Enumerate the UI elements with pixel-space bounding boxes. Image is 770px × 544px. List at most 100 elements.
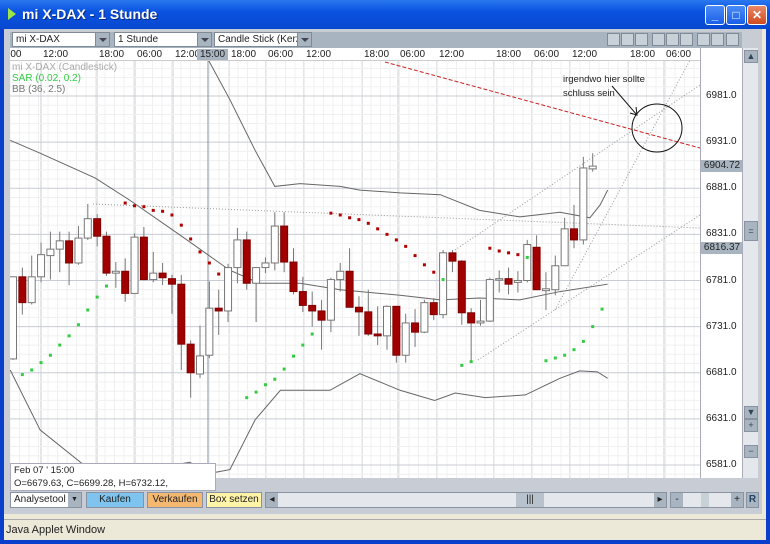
- arrow-line: [611, 85, 638, 116]
- candle-down: [167, 278, 176, 285]
- candle-up: [46, 248, 55, 257]
- price-tick-label: 6831.0: [706, 228, 737, 240]
- symbol-value: mi X-DAX: [16, 34, 60, 45]
- analysetool-select[interactable]: Analysetool ▼: [10, 492, 82, 508]
- candle-up: [523, 244, 532, 282]
- sar-dot: [422, 263, 426, 267]
- scroll-right-button[interactable]: ▸: [654, 493, 666, 507]
- detach-window-icon[interactable]: [726, 33, 739, 46]
- vertical-scrollbar[interactable]: ▲ = ▼ + −: [742, 48, 758, 478]
- bollinger-middle-band: [10, 139, 608, 301]
- chevron-down-icon[interactable]: [197, 33, 211, 46]
- time-tick-label: 12:00: [439, 49, 465, 60]
- bottom-toolbar: Analysetool ▼ Kaufen Verkaufen Box setzen…: [10, 492, 760, 509]
- candle-down: [139, 236, 148, 281]
- grid-3-icon[interactable]: [680, 33, 693, 46]
- candle-up: [37, 254, 46, 278]
- candle-up: [541, 288, 550, 292]
- legend-sar: SAR (0.02, 0.2): [12, 73, 81, 84]
- chart-type-select[interactable]: Candle Stick (Kerze: [214, 32, 312, 47]
- reset-button[interactable]: R: [746, 492, 759, 508]
- zoom-in-button[interactable]: +: [731, 493, 743, 507]
- chevron-down-icon[interactable]: ▼: [68, 493, 81, 507]
- sar-dot: [310, 332, 314, 336]
- sar-dot: [432, 270, 436, 274]
- draw-line-icon[interactable]: [607, 33, 620, 46]
- candle-down: [317, 310, 326, 321]
- buy-button[interactable]: Kaufen: [86, 492, 144, 508]
- sar-dot: [133, 204, 137, 208]
- candle-up: [420, 302, 429, 333]
- info-date: Feb 07 ' 15:00: [14, 465, 75, 476]
- sar-dot: [39, 361, 43, 365]
- candle-up: [270, 225, 279, 264]
- sar-dot: [469, 360, 473, 364]
- zoom-slider[interactable]: - +: [670, 492, 744, 508]
- candle-up: [560, 228, 569, 267]
- sar-dot: [376, 227, 380, 231]
- sar-dot: [86, 308, 90, 312]
- sar-dot: [357, 218, 361, 222]
- sar-dot: [273, 377, 277, 381]
- chart-type-value: Candle Stick (Kerze: [218, 34, 307, 45]
- time-tick-label: 18:00: [99, 49, 125, 60]
- sar-dot: [553, 356, 557, 360]
- bollinger-upper-band: [208, 61, 609, 219]
- sar-dot: [366, 221, 370, 225]
- scroll-thumb[interactable]: =: [744, 221, 758, 241]
- candle-up: [252, 267, 261, 284]
- minimize-button[interactable]: _: [705, 5, 725, 25]
- close-button[interactable]: ✕: [747, 5, 767, 25]
- scroll-thumb-horizontal[interactable]: |||: [516, 493, 544, 507]
- sar-dot: [170, 213, 174, 217]
- chart-area[interactable]: mi X-DAX (Candlestick) SAR (0.02, 0.2) B…: [10, 61, 700, 478]
- sar-dot: [20, 373, 24, 377]
- sar-dot: [460, 363, 464, 367]
- sar-dot: [497, 249, 501, 253]
- theme-light-icon[interactable]: [697, 33, 710, 46]
- zoom-out-vertical-button[interactable]: −: [744, 445, 758, 458]
- fibonacci-icon[interactable]: [635, 33, 648, 46]
- candle-up: [401, 322, 410, 356]
- fan-line: [477, 214, 700, 361]
- sar-dot: [394, 238, 398, 242]
- sell-button[interactable]: Verkaufen: [147, 492, 203, 508]
- theme-dark-icon[interactable]: [711, 33, 724, 46]
- sar-dot: [282, 367, 286, 371]
- candle-down: [186, 343, 195, 374]
- time-tick-label: 18:00: [231, 49, 257, 60]
- chevron-down-icon[interactable]: [95, 33, 109, 46]
- grid-2-icon[interactable]: [666, 33, 679, 46]
- grid-1-icon[interactable]: [652, 33, 665, 46]
- sar-dot: [404, 244, 408, 248]
- annotation-line-2: schluss sein: [563, 88, 615, 99]
- sar-dot: [525, 255, 529, 259]
- box-setzen-button[interactable]: Box setzen: [206, 492, 262, 508]
- candle-up: [55, 240, 64, 250]
- sar-dot: [123, 201, 127, 205]
- zoom-out-button[interactable]: -: [671, 493, 683, 507]
- sar-dot: [516, 253, 520, 257]
- symbol-select[interactable]: mi X-DAX: [12, 32, 110, 47]
- time-tick-label: 06:00: [137, 49, 163, 60]
- scroll-up-button[interactable]: ▲: [744, 50, 758, 63]
- channel-icon[interactable]: [621, 33, 634, 46]
- scroll-down-button[interactable]: ▼: [744, 406, 758, 419]
- chevron-down-icon[interactable]: [297, 33, 311, 46]
- scroll-left-button[interactable]: ◂: [266, 493, 278, 507]
- zoom-thumb[interactable]: [701, 493, 709, 507]
- interval-select[interactable]: 1 Stunde: [114, 32, 212, 47]
- horizontal-scrollbar[interactable]: ◂ ||| ▸: [265, 492, 667, 508]
- candle-up: [579, 167, 588, 241]
- sar-dot: [30, 368, 34, 372]
- sar-dot: [245, 396, 249, 400]
- sar-dot: [48, 353, 52, 357]
- sar-dot: [413, 254, 417, 258]
- zoom-in-vertical-button[interactable]: +: [744, 419, 758, 432]
- sar-dot: [217, 272, 221, 276]
- candle-up: [149, 272, 158, 281]
- candle-up: [485, 279, 494, 322]
- time-tick-label: 06:00: [666, 49, 692, 60]
- time-tick-label: 12:00: [175, 49, 201, 60]
- maximize-button[interactable]: □: [726, 5, 746, 25]
